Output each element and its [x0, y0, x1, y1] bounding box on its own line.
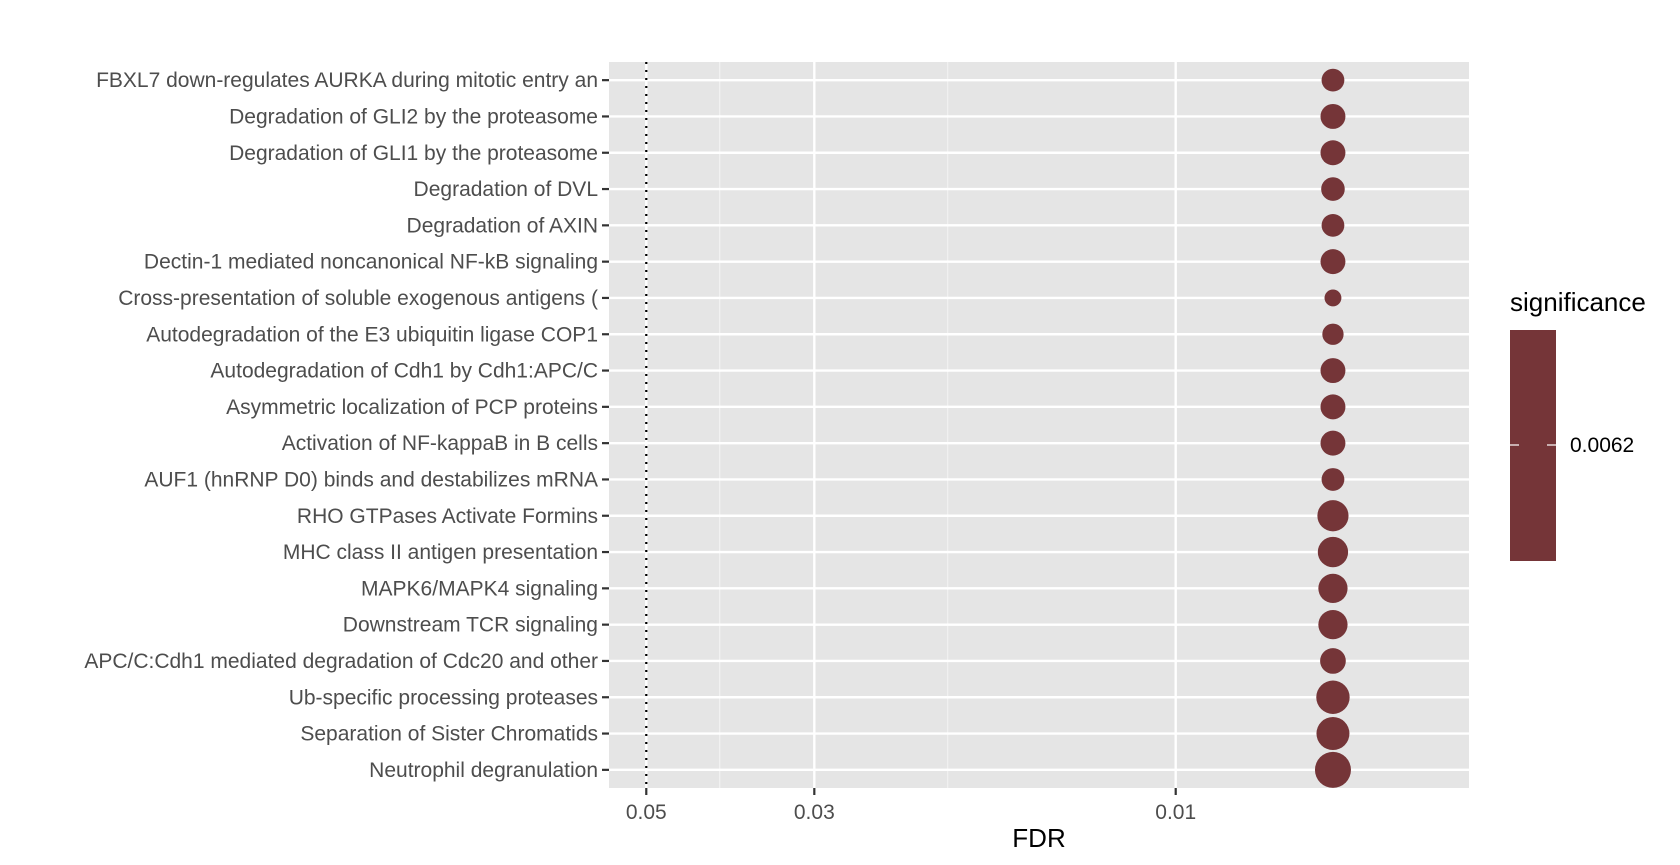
data-point	[1317, 536, 1349, 568]
data-point	[1318, 610, 1348, 640]
data-point	[1320, 430, 1346, 456]
y-tick-label: Separation of Sister Chromatids	[300, 723, 598, 746]
data-point	[1320, 249, 1346, 275]
data-point	[1320, 394, 1346, 420]
y-tick-label: Autodegradation of the E3 ubiquitin liga…	[146, 323, 598, 346]
y-tick-label: MHC class II antigen presentation	[283, 541, 598, 564]
y-tick-label: Degradation of AXIN	[407, 214, 598, 237]
x-axis-ticks: 0.05 0.03 0.01	[626, 788, 1196, 824]
data-points	[1314, 68, 1351, 788]
y-tick-label: Downstream TCR signaling	[343, 614, 598, 637]
x-tick-label: 0.01	[1155, 801, 1196, 824]
y-tick-label: Degradation of GLI1 by the proteasome	[229, 142, 598, 165]
y-tick-label: Dectin-1 mediated noncanonical NF-kB sig…	[144, 251, 598, 274]
x-tick-label: 0.03	[794, 801, 835, 824]
y-tick-label: Autodegradation of Cdh1 by Cdh1:APC/C	[210, 360, 598, 383]
data-point	[1321, 177, 1345, 201]
data-point	[1314, 751, 1351, 788]
y-tick-label: Degradation of GLI2 by the proteasome	[229, 105, 598, 128]
y-tick-label: Ub-specific processing proteases	[289, 686, 598, 709]
y-tick-label: APC/C:Cdh1 mediated degradation of Cdc20…	[84, 650, 598, 673]
data-point	[1316, 717, 1350, 751]
y-tick-label: AUF1 (hnRNP D0) binds and destabilizes m…	[144, 468, 598, 491]
legend: significance 0.0062	[1510, 287, 1646, 561]
data-point	[1324, 289, 1342, 307]
y-tick-label: MAPK6/MAPK4 signaling	[361, 577, 598, 600]
x-axis-title: FDR	[1012, 823, 1065, 853]
data-point	[1318, 573, 1348, 603]
y-tick-label: Cross-presentation of soluble exogenous …	[118, 287, 598, 310]
y-tick-label: Degradation of DVL	[414, 178, 598, 201]
y-tick-label: Activation of NF-kappaB in B cells	[282, 432, 598, 455]
data-point	[1316, 680, 1350, 714]
y-tick-label: Neutrophil degranulation	[369, 759, 598, 782]
y-tick-label: FBXL7 down-regulates AURKA during mitoti…	[96, 69, 598, 92]
data-point	[1320, 358, 1346, 384]
legend-title: significance	[1510, 287, 1646, 317]
y-axis-ticks: FBXL7 down-regulates AURKA during mitoti…	[84, 69, 609, 782]
data-point	[1320, 103, 1346, 129]
data-point	[1322, 323, 1344, 345]
y-tick-label: RHO GTPases Activate Formins	[297, 505, 598, 528]
data-point	[1317, 500, 1349, 532]
data-point	[1321, 213, 1345, 237]
plot-panel	[609, 62, 1469, 788]
legend-label: 0.0062	[1570, 434, 1634, 457]
data-point	[1320, 648, 1346, 674]
data-point	[1321, 468, 1345, 491]
y-tick-label: Asymmetric localization of PCP proteins	[226, 396, 598, 419]
x-tick-label: 0.05	[626, 801, 667, 824]
data-point	[1320, 140, 1346, 166]
data-point	[1321, 68, 1345, 92]
